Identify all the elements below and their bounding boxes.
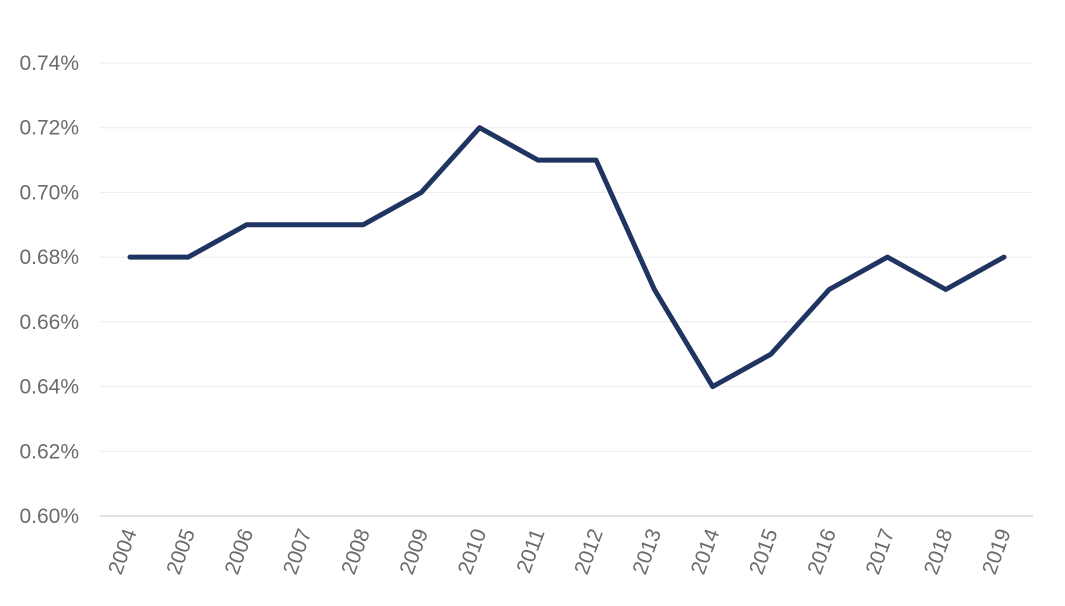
series-line <box>127 125 1007 390</box>
x-tick-label: 2010 <box>454 526 492 578</box>
x-tick-label: 2019 <box>978 526 1016 578</box>
x-tick-label: 2016 <box>803 526 841 578</box>
y-tick-label: 0.62% <box>19 440 79 463</box>
x-tick-label: 2015 <box>745 526 783 578</box>
x-tick-label: 2013 <box>629 526 667 578</box>
x-tick-label: 2004 <box>104 526 142 578</box>
x-tick-label: 2008 <box>337 526 375 578</box>
x-tick-label: 2012 <box>570 526 608 578</box>
y-tick-label: 0.66% <box>19 311 79 334</box>
y-tick-label: 0.64% <box>19 376 79 399</box>
x-tick-label: 2018 <box>920 526 958 578</box>
y-tick-label: 0.68% <box>19 246 79 269</box>
x-axis: 2004 2005 2006 2007 2008 2009 2010 2011 2012 2013… <box>100 515 1033 578</box>
x-tick-label: 2009 <box>395 526 433 578</box>
x-tick-label: 2005 <box>162 526 200 578</box>
x-tick-label: 2017 <box>862 526 900 578</box>
y-axis: 0.60% 0.62% 0.64% 0.66% 0.68% 0.70% 0.72% 0.74% <box>19 52 79 528</box>
gridlines <box>100 62 1033 452</box>
x-tick-label: 2011 <box>513 526 550 576</box>
series-layer <box>127 125 1007 390</box>
y-tick-label: 0.70% <box>19 181 79 204</box>
y-tick-label: 0.72% <box>19 117 79 140</box>
x-tick-label: 2007 <box>279 526 317 578</box>
x-tick-label: 2006 <box>221 526 259 578</box>
y-tick-label: 0.74% <box>19 52 79 75</box>
x-tick-label: 2014 <box>687 526 725 578</box>
y-tick-label: 0.60% <box>19 505 79 528</box>
